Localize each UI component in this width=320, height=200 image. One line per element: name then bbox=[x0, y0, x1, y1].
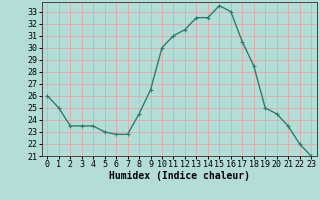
X-axis label: Humidex (Indice chaleur): Humidex (Indice chaleur) bbox=[109, 171, 250, 181]
